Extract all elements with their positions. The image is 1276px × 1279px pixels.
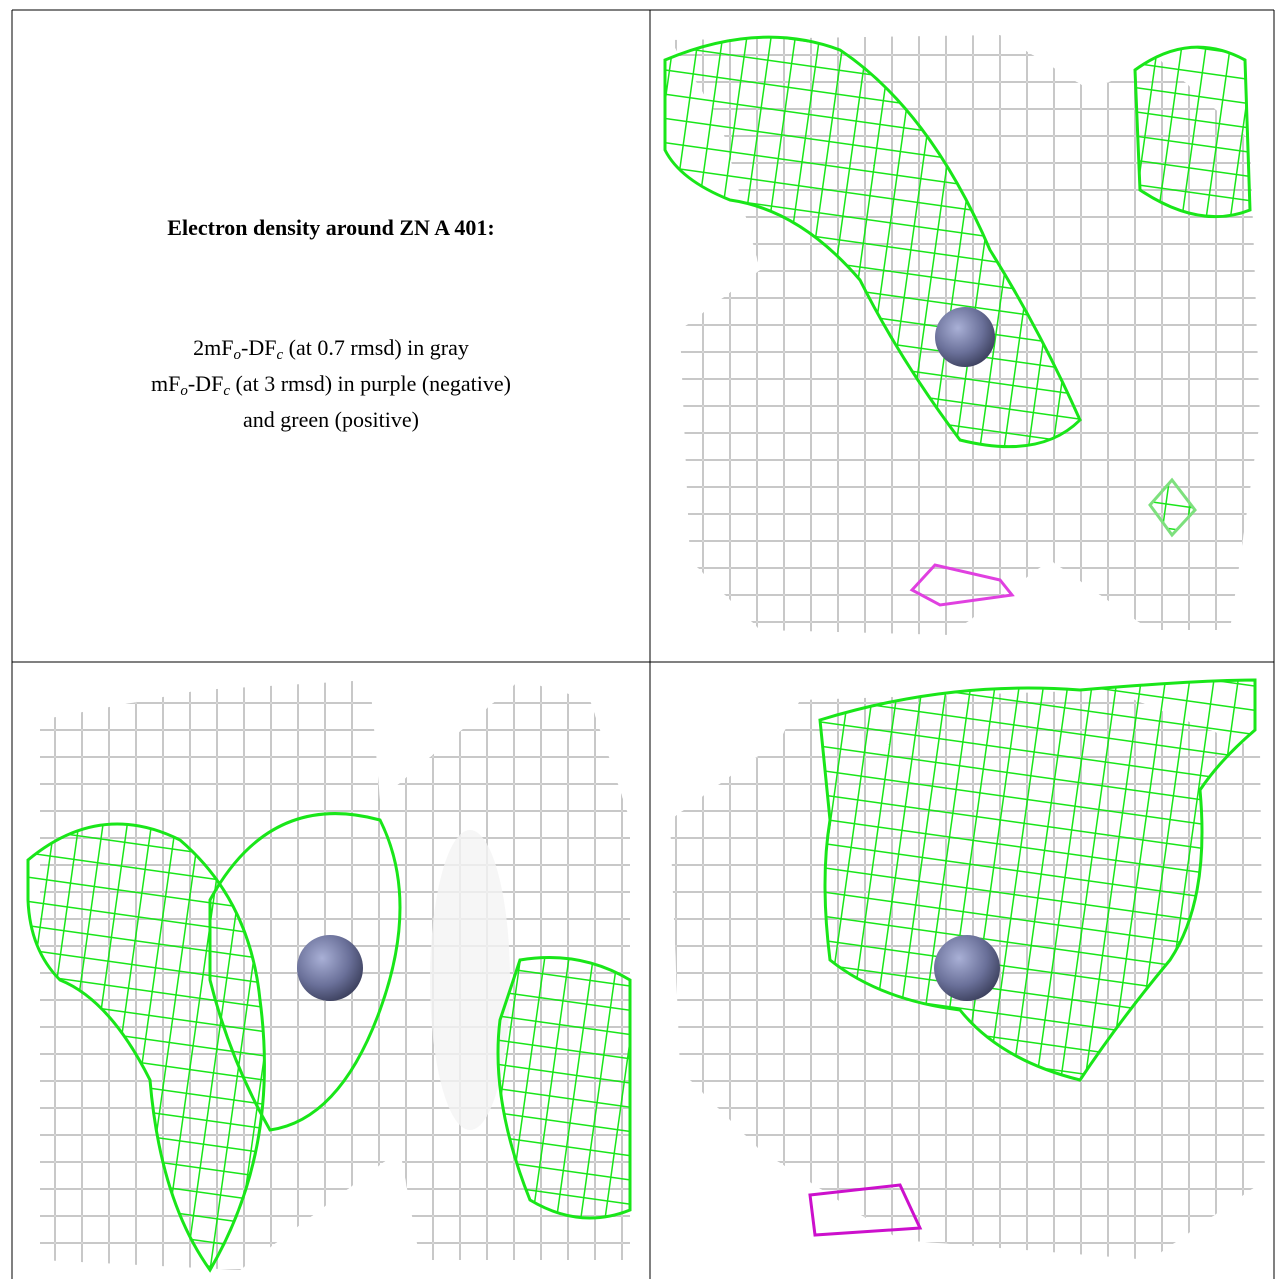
caption-line: mFo-DFc (at 3 rmsd) in purple (negative) [12,366,650,402]
caption-subscript: o [234,347,242,363]
page: Electron density around ZN A 401: 2mFo-D… [0,0,1276,1279]
caption-text: -DF [241,335,276,360]
caption-subscript: c [223,383,230,399]
density-view-1 [665,35,1260,635]
caption-line: 2mFo-DFc (at 0.7 rmsd) in gray [12,330,650,366]
caption-description: 2mFo-DFc (at 0.7 rmsd) in gray mFo-DFc (… [12,330,650,438]
caption-title: Electron density around ZN A 401: [12,215,650,241]
caption-text: mF [151,371,180,396]
caption-subscript: o [180,383,188,399]
caption-text: 2mF [193,335,233,360]
caption-line: and green (positive) [12,402,650,438]
caption-text: (at 0.7 rmsd) in gray [283,335,469,360]
density-view-2 [28,680,630,1270]
text-cell: Electron density around ZN A 401: 2mFo-D… [12,10,650,662]
density-view-3 [670,680,1265,1260]
caption-text: (at 3 rmsd) in purple (negative) [230,371,511,396]
caption-text: and green (positive) [243,407,419,432]
caption-text: -DF [188,371,223,396]
